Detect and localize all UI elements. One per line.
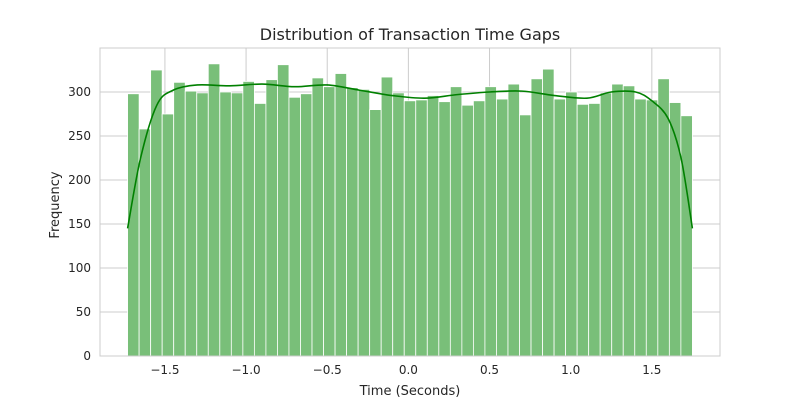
histogram-bar (219, 91, 232, 357)
histogram-bar (680, 115, 693, 357)
histogram-bar (599, 92, 613, 357)
histogram-bar (369, 109, 382, 357)
y-axis-label: Frequency (48, 171, 63, 238)
histogram-bar (230, 92, 244, 357)
histogram-bar (334, 73, 348, 357)
y-tick-label: 100 (68, 261, 91, 275)
y-tick-label: 150 (68, 217, 91, 231)
histogram-bar (346, 87, 359, 357)
histogram-bar (530, 78, 543, 357)
histogram-bar (173, 81, 186, 357)
x-tick-label: 1.5 (642, 363, 661, 377)
histogram-bar (323, 86, 336, 357)
x-tick-label: 0.0 (399, 363, 418, 377)
histogram-bar (496, 98, 509, 357)
histogram-bar (645, 99, 659, 357)
histogram-bar (588, 103, 601, 357)
y-axis-ticks: 0 50 100 150 200 250 300 (68, 85, 91, 363)
histogram-bar (242, 81, 255, 357)
histogram-bar (207, 63, 221, 357)
histogram-bar (542, 68, 555, 357)
histogram-bar (553, 98, 567, 357)
plot-area (99, 47, 721, 357)
histogram-bar (311, 77, 324, 357)
histogram-bar (392, 92, 405, 357)
histogram-bar (426, 95, 440, 357)
x-axis-ticks: −1.5 −1.0 −0.5 0.0 0.5 1.0 1.5 (150, 363, 661, 377)
x-tick-label: −1.5 (150, 363, 179, 377)
y-tick-label: 0 (83, 349, 91, 363)
histogram-bar (127, 93, 140, 357)
histogram-bar (161, 113, 175, 357)
histogram-bar (461, 104, 474, 357)
histogram-bar (138, 128, 152, 357)
histogram-bar (668, 102, 682, 357)
histogram-bar (472, 100, 486, 357)
x-tick-label: −1.0 (232, 363, 261, 377)
histogram-bar (277, 64, 290, 357)
histogram-bar (438, 101, 451, 357)
y-tick-label: 50 (76, 305, 91, 319)
histogram-bar (484, 86, 497, 357)
histogram-bar (150, 69, 163, 357)
histogram-bar (611, 83, 624, 357)
histogram-bars (127, 63, 693, 357)
histogram-bar (288, 96, 301, 357)
histogram-bar (622, 85, 636, 357)
x-tick-label: 0.5 (480, 363, 499, 377)
histogram-bar (449, 86, 463, 357)
histogram-bar (300, 93, 313, 357)
x-tick-label: 1.0 (561, 363, 580, 377)
x-tick-label: −0.5 (313, 363, 342, 377)
histogram-bar (253, 103, 267, 357)
histogram-bar (380, 76, 394, 357)
y-tick-label: 200 (68, 173, 91, 187)
kde-curve (126, 83, 694, 229)
histogram-bar (184, 90, 198, 357)
histogram-bar (657, 78, 670, 357)
histogram-bar (196, 92, 209, 357)
histogram-bar (357, 88, 371, 357)
x-axis-label: Time (Seconds) (359, 384, 461, 399)
histogram-bar (265, 79, 278, 357)
y-tick-label: 250 (68, 129, 91, 143)
histogram-bar (403, 100, 417, 357)
histogram-bar (415, 99, 428, 357)
histogram-bar (634, 98, 647, 357)
histogram-bar (576, 103, 590, 357)
histogram-bar (507, 83, 520, 357)
y-tick-label: 300 (68, 85, 91, 99)
chart-title: Distribution of Transaction Time Gaps (260, 25, 561, 44)
histogram-bar (519, 114, 532, 357)
histogram-bar (565, 91, 578, 357)
